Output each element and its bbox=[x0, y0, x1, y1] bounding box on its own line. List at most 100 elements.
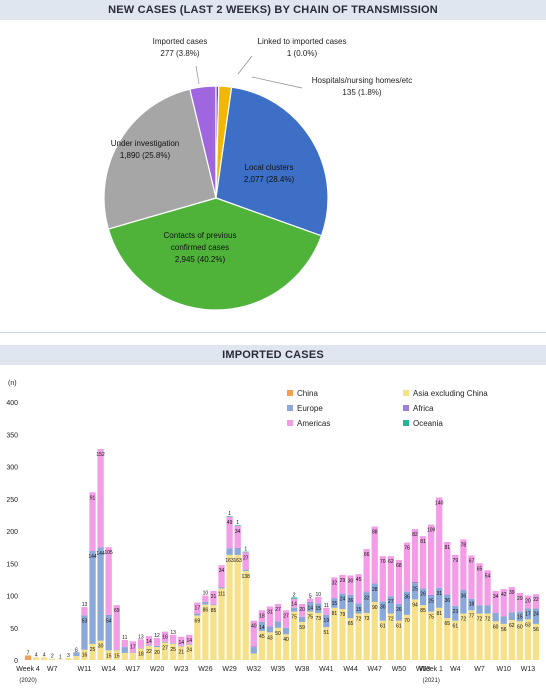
bar-week-0: 7 bbox=[24, 650, 32, 660]
bar-segment-asia-excluding-china bbox=[226, 554, 233, 660]
bar-value-label: 36 bbox=[461, 593, 467, 599]
bar-value-label: 79 bbox=[340, 612, 346, 618]
bar-series: 7442136616531325144913014411521554110515… bbox=[24, 449, 540, 661]
bar-segment-americas bbox=[226, 516, 233, 549]
x-tick-label: W32 bbox=[247, 666, 262, 673]
bar-value-label: 34 bbox=[219, 568, 225, 574]
bar-segment-asia-excluding-china bbox=[355, 613, 362, 660]
legend-label-europe: Europe bbox=[297, 404, 323, 413]
bar-segment-americas bbox=[452, 554, 459, 606]
bar-segment-americas bbox=[315, 596, 322, 604]
bar-segment-asia-excluding-china bbox=[97, 640, 104, 660]
bar-week-30: 43931 bbox=[266, 606, 274, 660]
bar-segment-americas bbox=[105, 547, 112, 615]
bar-value-label: 36 bbox=[404, 595, 410, 601]
bar-value-label: 65 bbox=[348, 621, 354, 627]
bar-segment-europe bbox=[89, 551, 96, 644]
bar-segment-americas bbox=[290, 598, 298, 608]
bar-segment-asia-excluding-china bbox=[178, 646, 185, 660]
y-tick-label: 100 bbox=[6, 594, 18, 601]
bar-segment-asia-excluding-china bbox=[89, 643, 96, 661]
bar-week-29: 45 14 18 bbox=[258, 610, 265, 660]
bar-segment-asia-excluding-china bbox=[516, 621, 523, 660]
bar-segment-europe bbox=[379, 601, 386, 621]
bar-segment-europe bbox=[299, 616, 306, 622]
bar-value-label: 12 bbox=[154, 633, 160, 639]
bar-value-label: 94 bbox=[412, 602, 418, 608]
bar-week-53: 61 23 79 bbox=[452, 554, 459, 660]
legend-label-oceania: Oceania bbox=[413, 419, 443, 428]
bar-segment-asia-excluding-china bbox=[49, 658, 56, 660]
bar-segment-americas bbox=[178, 636, 185, 646]
bar-value-label: 1 bbox=[236, 520, 239, 526]
x-tick-label: W47 bbox=[368, 666, 383, 673]
bar-value-label: 72 bbox=[477, 617, 483, 623]
pie-leader-lines bbox=[195, 55, 303, 89]
bar-week-9: 301441152 bbox=[96, 449, 105, 660]
bar-week-2: 4 bbox=[41, 652, 48, 660]
bar-segment-americas bbox=[331, 577, 338, 599]
bar-week-48: 9425282 bbox=[411, 529, 419, 660]
bar-value-label: 14 bbox=[186, 638, 192, 644]
x-tick-label: W35 bbox=[271, 666, 286, 673]
bar-value-label: 6 bbox=[75, 647, 78, 653]
x-tick-label: W29 bbox=[222, 666, 237, 673]
legend-swatch-europe bbox=[287, 405, 293, 411]
bar-segment-americas bbox=[371, 526, 378, 584]
bar-value-label: 91 bbox=[90, 495, 96, 501]
bar-value-label: 36 bbox=[444, 598, 450, 604]
bar-segment-asia-excluding-china bbox=[468, 610, 475, 660]
bar-value-label: 16 bbox=[162, 635, 168, 641]
bar-value-label: 22 bbox=[533, 597, 539, 603]
bar-segment-europe bbox=[387, 596, 394, 614]
bar-value-label: 15 bbox=[106, 653, 112, 659]
bar-segment-asia-excluding-china bbox=[137, 648, 145, 660]
label-under-name: Under investigation bbox=[111, 139, 179, 148]
bar-segment-americas bbox=[387, 556, 394, 597]
bar-value-label: 65 bbox=[477, 566, 483, 572]
bar-value-label: 69 bbox=[114, 608, 120, 614]
bar-value-label: 20 bbox=[525, 599, 531, 605]
x-tick-label: W41 bbox=[319, 666, 334, 673]
x-tick-label: W53 bbox=[416, 666, 431, 673]
bar-segment-americas bbox=[89, 492, 96, 551]
bar-segment-europe bbox=[436, 587, 443, 608]
bar-segment-europe bbox=[81, 615, 88, 650]
bar-week-33: 756142 bbox=[290, 592, 298, 661]
bar-segment-americas bbox=[121, 640, 128, 648]
bar-segment-asia-excluding-china bbox=[500, 623, 507, 660]
bar-week-26: 163101341 bbox=[233, 520, 242, 660]
bar-value-label: 109 bbox=[427, 528, 436, 534]
bar-segment-europe bbox=[492, 612, 499, 622]
label-imported-name: Imported cases bbox=[153, 37, 208, 46]
bar-segment-europe bbox=[315, 603, 322, 613]
bar-segment-americas bbox=[170, 634, 177, 644]
bar-segment-europe bbox=[532, 608, 540, 624]
bar-segment-americas bbox=[516, 592, 523, 612]
bar-segment-europe bbox=[129, 652, 136, 653]
bar-segment-americas bbox=[299, 603, 306, 617]
bar-value-label: 10 bbox=[315, 592, 321, 598]
bar-week-34: 59820 bbox=[299, 603, 306, 660]
bar-value-label: 26 bbox=[420, 591, 426, 597]
bar-value-label: 4 bbox=[35, 652, 38, 658]
bar-value-label: 73 bbox=[364, 616, 370, 622]
bar-value-label: 18 bbox=[138, 651, 144, 657]
bar-week-37: 51 19 11 bbox=[323, 603, 330, 660]
pie-slice-local-clusters bbox=[215, 86, 329, 237]
x-tick-sublabel: (2020) bbox=[19, 678, 36, 684]
bar-week-15: 22114 bbox=[145, 636, 153, 660]
bar-value-label: 45 bbox=[259, 634, 265, 640]
label-contacts-value: 2,945 (40.2%) bbox=[175, 255, 226, 264]
bar-segment-europe bbox=[153, 645, 161, 648]
bar-week-54: 7236178 bbox=[460, 539, 467, 660]
bar-segment-asia-excluding-china bbox=[387, 613, 394, 660]
bar-value-label: 61 bbox=[453, 624, 459, 630]
bar-segment-europe bbox=[524, 608, 532, 620]
bar-segment-europe bbox=[194, 613, 201, 616]
bar-value-label: 50 bbox=[275, 631, 281, 637]
bar-week-42: 7332166 bbox=[363, 549, 370, 660]
bar-value-label: 140 bbox=[435, 500, 444, 506]
